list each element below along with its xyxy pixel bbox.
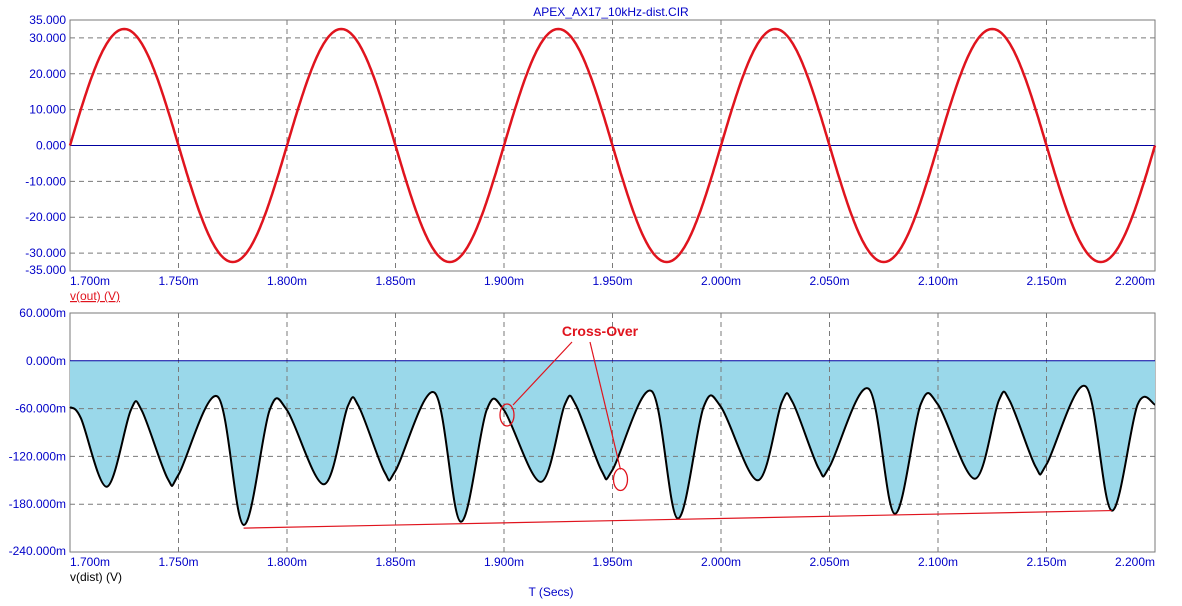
window-title: APEX_AX17_10kHz-dist.CIR <box>533 5 689 19</box>
cross-over-label: Cross-Over <box>562 323 639 339</box>
vout-y-tick-label: -35.000 <box>25 263 66 277</box>
vout-panel: 35.000 30.000 20.000 10.000 0.000 -10.000 -20.… <box>25 13 1157 303</box>
cross-over-marker <box>499 403 515 427</box>
vout-x-tick-label: 1.950m <box>592 274 632 288</box>
vdist-x-tick-label: 1.950m <box>592 555 632 569</box>
vdist-grid <box>70 313 1155 552</box>
peak-envelope-line <box>243 509 1112 529</box>
vdist-x-tick-label: 1.900m <box>484 555 524 569</box>
vdist-x-tick-label: 1.800m <box>267 555 307 569</box>
vout-x-tick-label: 1.750m <box>158 274 198 288</box>
cross-over-pointer <box>589 341 622 470</box>
vout-trace <box>68 27 1157 264</box>
vout-y-tick-label: 10.000 <box>29 103 66 117</box>
vout-y-tick-label: 0.000 <box>36 139 66 153</box>
vout-y-tick-label: -10.000 <box>25 174 66 188</box>
vdist-y-tick-label: 0.000m <box>26 354 66 368</box>
vdist-x-tick-label: 2.000m <box>701 555 741 569</box>
vdist-x-tick-label: 1.700m <box>70 555 110 569</box>
vout-y-tick-label: -30.000 <box>25 246 66 260</box>
vdist-x-tick-label: 2.050m <box>809 555 849 569</box>
vdist-panel: 60.000m 0.000m -60.000m -120.000m -180.000m -… <box>9 306 1156 584</box>
vout-x-tick-label: 1.900m <box>484 274 524 288</box>
vout-x-tick-label: 1.850m <box>375 274 415 288</box>
vdist-trace <box>69 385 1156 526</box>
vdist-y-tick-label: -240.000m <box>9 544 66 558</box>
vdist-y-tick-label: -180.000m <box>9 497 66 511</box>
vout-x-tick-label: 1.800m <box>267 274 307 288</box>
vdist-trace-label: v(dist) (V) <box>70 570 122 584</box>
vdist-x-tick-label: 1.750m <box>158 555 198 569</box>
vout-y-tick-label: 30.000 <box>29 31 66 45</box>
vout-x-tick-label: 1.700m <box>70 274 110 288</box>
vout-x-tick-label: 2.050m <box>809 274 849 288</box>
vout-x-tick-label: 2.200m <box>1115 274 1155 288</box>
cross-over-pointer <box>512 341 573 406</box>
cross-over-marker <box>612 467 629 492</box>
vdist-y-tick-label: 60.000m <box>19 306 66 320</box>
vout-y-tick-labels: 35.000 30.000 20.000 10.000 0.000 -10.000 -20.… <box>25 13 66 277</box>
vout-y-tick-label: -20.000 <box>25 210 66 224</box>
vdist-y-tick-label: -120.000m <box>9 449 66 463</box>
vdist-x-tick-label: 1.850m <box>375 555 415 569</box>
vout-y-tick-label: 20.000 <box>29 67 66 81</box>
vout-x-tick-label: 2.150m <box>1026 274 1066 288</box>
vout-x-tick-labels: 1.700m 1.750m 1.800m 1.850m 1.900m 1.950m 2.00… <box>70 274 1155 288</box>
vout-y-tick-label: 35.000 <box>29 13 66 27</box>
vout-x-tick-label: 2.100m <box>918 274 958 288</box>
vdist-x-tick-label: 2.100m <box>918 555 958 569</box>
vdist-x-tick-labels: 1.700m 1.750m 1.800m 1.850m 1.900m 1.950m 2.00… <box>70 555 1155 569</box>
vdist-x-tick-label: 2.200m <box>1115 555 1155 569</box>
cross-over-annotation: Cross-Over <box>499 323 639 492</box>
vout-x-tick-label: 2.000m <box>701 274 741 288</box>
vdist-y-tick-labels: 60.000m 0.000m -60.000m -120.000m -180.000m -… <box>9 306 66 558</box>
vout-grid <box>70 20 1155 271</box>
vdist-x-tick-label: 2.150m <box>1026 555 1066 569</box>
vout-trace-label: v(out) (V) <box>70 289 120 303</box>
x-axis-label: T (Secs) <box>528 585 573 599</box>
vdist-y-tick-label: -60.000m <box>15 402 66 416</box>
